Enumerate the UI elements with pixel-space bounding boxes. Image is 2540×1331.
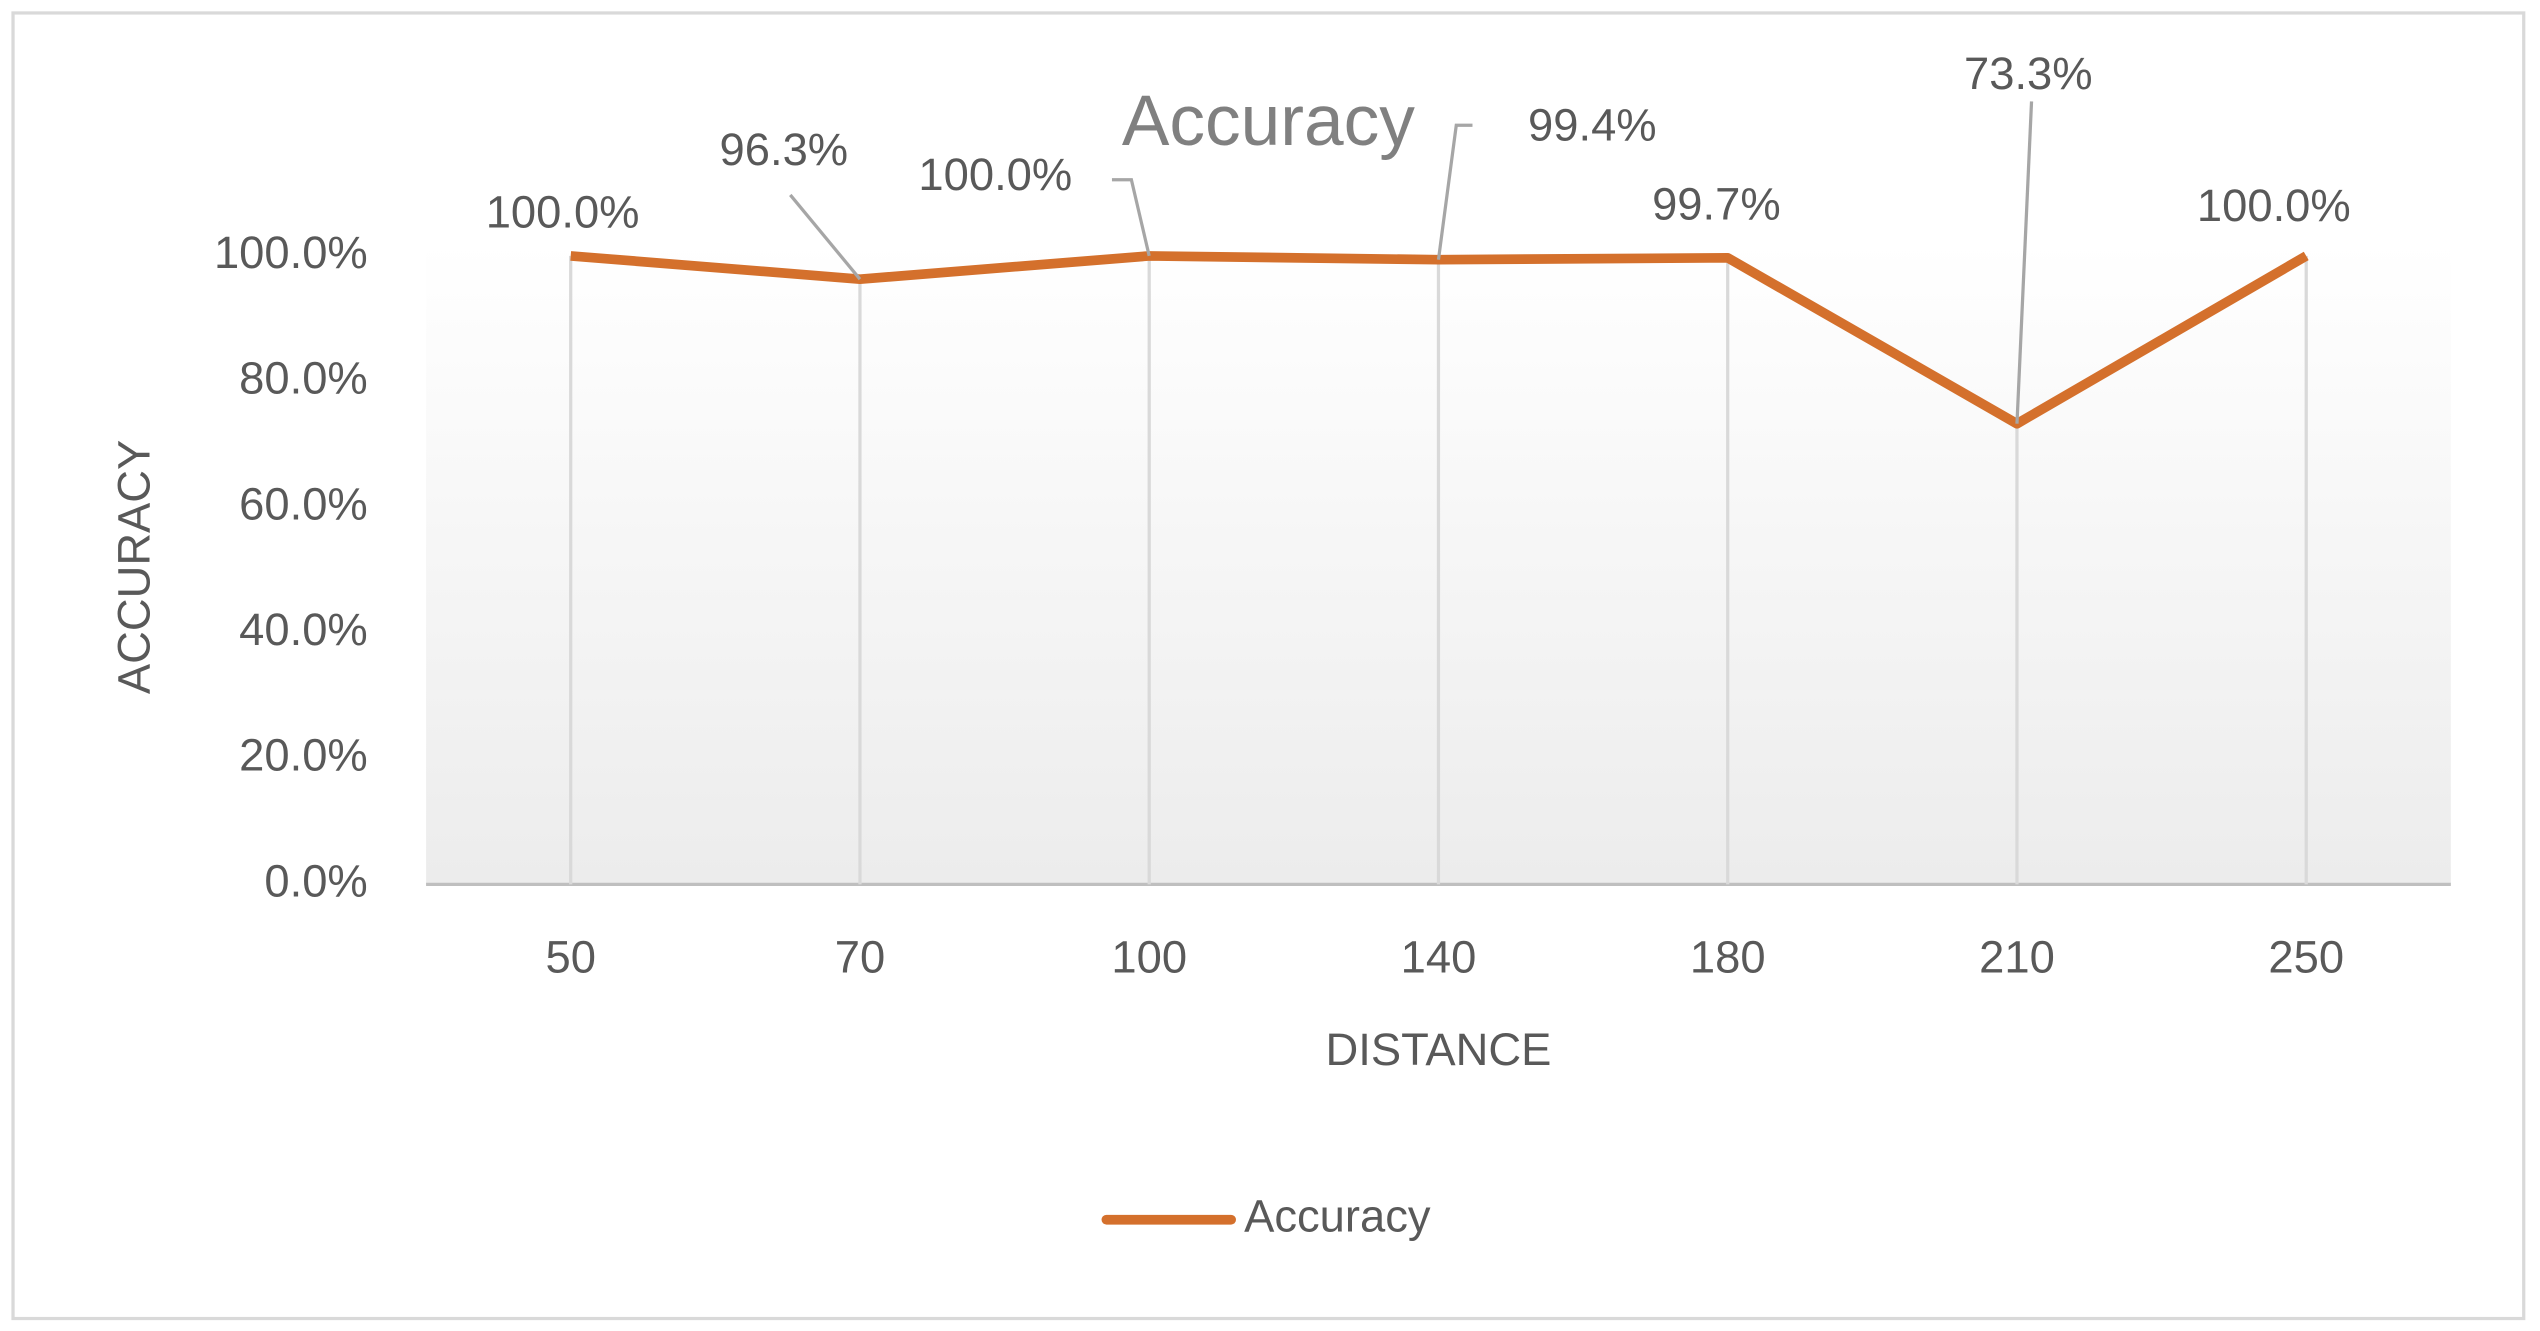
x-axis-label: DISTANCE	[1326, 1024, 1552, 1075]
y-axis-label: ACCURACY	[109, 440, 160, 694]
x-tick-label: 250	[2268, 932, 2344, 983]
x-tick-label: 70	[835, 932, 885, 983]
x-tick-label: 180	[1690, 932, 1766, 983]
x-tick-label: 140	[1401, 932, 1477, 983]
y-tick-label: 40.0%	[239, 604, 368, 655]
y-tick-label: 0.0%	[264, 855, 367, 906]
x-tick-label: 210	[1979, 932, 2055, 983]
data-label: 96.3%	[720, 124, 849, 175]
data-label: 73.3%	[1964, 48, 2093, 99]
x-tick-label: 100	[1111, 932, 1187, 983]
legend-label: Accuracy	[1244, 1191, 1431, 1242]
data-label: 99.4%	[1528, 99, 1657, 150]
leader-line	[2015, 101, 2034, 424]
y-tick-label: 80.0%	[239, 353, 368, 404]
y-tick-label: 20.0%	[239, 730, 368, 781]
leader-line	[1111, 178, 1151, 257]
y-tick-label: 60.0%	[239, 478, 368, 529]
leader-line	[789, 193, 862, 281]
data-label: 99.7%	[1652, 179, 1781, 230]
leader-line	[1436, 123, 1473, 260]
y-tick-label: 100.0%	[214, 227, 368, 278]
data-label: 100.0%	[2197, 180, 2351, 231]
data-label: 100.0%	[918, 149, 1072, 200]
data-label: 100.0%	[486, 186, 640, 237]
x-tick-label: 50	[545, 932, 595, 983]
chart-title: Accuracy	[1122, 81, 1415, 161]
